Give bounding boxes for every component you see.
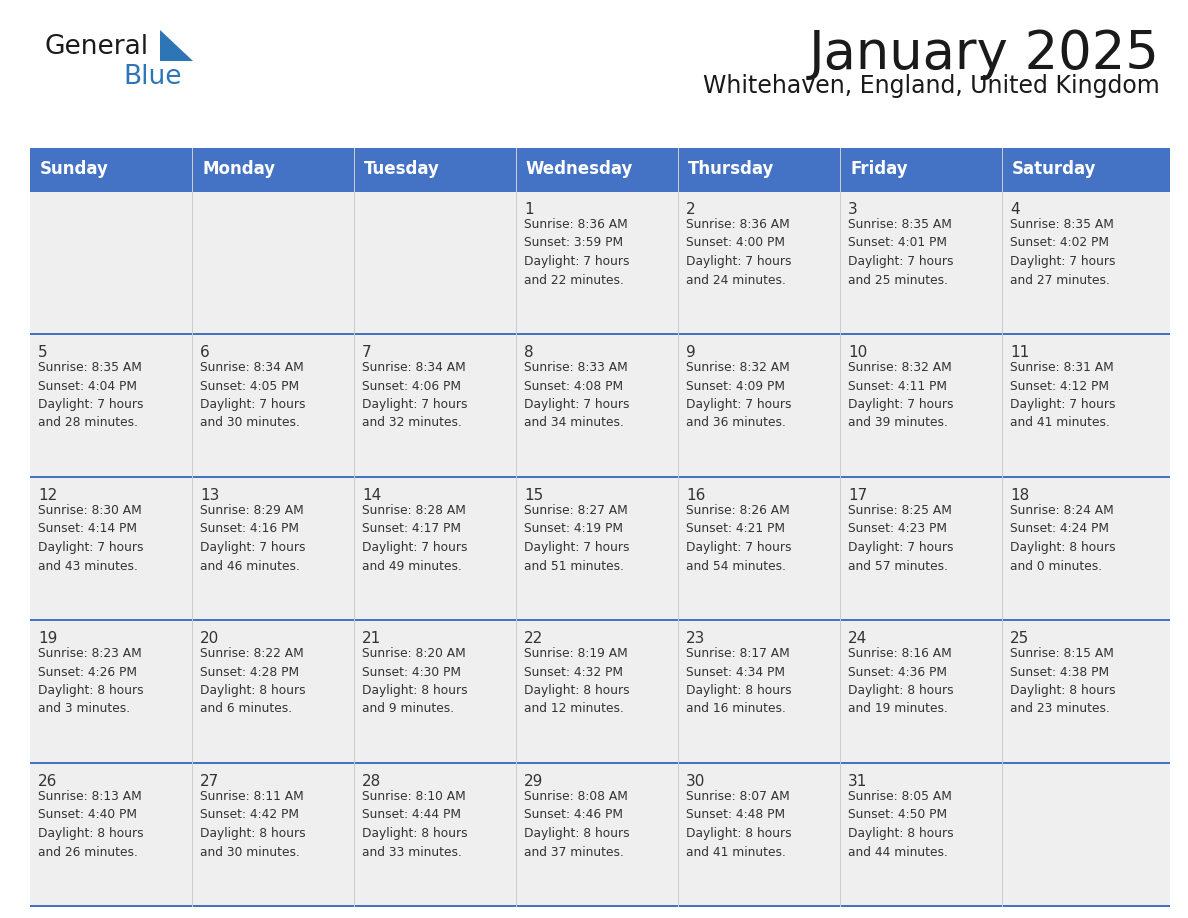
Text: 24: 24: [848, 631, 867, 646]
Text: 1: 1: [524, 202, 533, 217]
Text: 3: 3: [848, 202, 858, 217]
Text: Sunday: Sunday: [40, 160, 109, 178]
Text: Sunrise: 8:22 AM
Sunset: 4:28 PM
Daylight: 8 hours
and 6 minutes.: Sunrise: 8:22 AM Sunset: 4:28 PM Dayligh…: [200, 647, 305, 715]
Text: Sunrise: 8:05 AM
Sunset: 4:50 PM
Daylight: 8 hours
and 44 minutes.: Sunrise: 8:05 AM Sunset: 4:50 PM Dayligh…: [848, 790, 954, 858]
Text: 2: 2: [685, 202, 696, 217]
Text: 21: 21: [362, 631, 381, 646]
Text: 12: 12: [38, 488, 57, 503]
Text: Whitehaven, England, United Kingdom: Whitehaven, England, United Kingdom: [703, 74, 1159, 98]
Text: 7: 7: [362, 345, 372, 360]
Text: Sunrise: 8:24 AM
Sunset: 4:24 PM
Daylight: 8 hours
and 0 minutes.: Sunrise: 8:24 AM Sunset: 4:24 PM Dayligh…: [1010, 504, 1116, 573]
Text: 20: 20: [200, 631, 220, 646]
Text: 22: 22: [524, 631, 543, 646]
Text: Sunrise: 8:32 AM
Sunset: 4:11 PM
Daylight: 7 hours
and 39 minutes.: Sunrise: 8:32 AM Sunset: 4:11 PM Dayligh…: [848, 361, 954, 430]
Text: Sunrise: 8:36 AM
Sunset: 4:00 PM
Daylight: 7 hours
and 24 minutes.: Sunrise: 8:36 AM Sunset: 4:00 PM Dayligh…: [685, 218, 791, 286]
Text: General: General: [45, 34, 150, 60]
Text: Sunrise: 8:19 AM
Sunset: 4:32 PM
Daylight: 8 hours
and 12 minutes.: Sunrise: 8:19 AM Sunset: 4:32 PM Dayligh…: [524, 647, 630, 715]
Text: Sunrise: 8:34 AM
Sunset: 4:06 PM
Daylight: 7 hours
and 32 minutes.: Sunrise: 8:34 AM Sunset: 4:06 PM Dayligh…: [362, 361, 468, 430]
Text: Sunrise: 8:33 AM
Sunset: 4:08 PM
Daylight: 7 hours
and 34 minutes.: Sunrise: 8:33 AM Sunset: 4:08 PM Dayligh…: [524, 361, 630, 430]
Text: Tuesday: Tuesday: [364, 160, 440, 178]
Text: 29: 29: [524, 774, 543, 789]
Text: Sunrise: 8:17 AM
Sunset: 4:34 PM
Daylight: 8 hours
and 16 minutes.: Sunrise: 8:17 AM Sunset: 4:34 PM Dayligh…: [685, 647, 791, 715]
Text: 6: 6: [200, 345, 210, 360]
Text: 9: 9: [685, 345, 696, 360]
Text: Sunrise: 8:13 AM
Sunset: 4:40 PM
Daylight: 8 hours
and 26 minutes.: Sunrise: 8:13 AM Sunset: 4:40 PM Dayligh…: [38, 790, 144, 858]
Text: Sunrise: 8:28 AM
Sunset: 4:17 PM
Daylight: 7 hours
and 49 minutes.: Sunrise: 8:28 AM Sunset: 4:17 PM Dayligh…: [362, 504, 468, 573]
Text: 30: 30: [685, 774, 706, 789]
Text: Sunrise: 8:08 AM
Sunset: 4:46 PM
Daylight: 8 hours
and 37 minutes.: Sunrise: 8:08 AM Sunset: 4:46 PM Dayligh…: [524, 790, 630, 858]
Text: Sunrise: 8:34 AM
Sunset: 4:05 PM
Daylight: 7 hours
and 30 minutes.: Sunrise: 8:34 AM Sunset: 4:05 PM Dayligh…: [200, 361, 305, 430]
Text: January 2025: January 2025: [809, 28, 1159, 80]
Text: 10: 10: [848, 345, 867, 360]
Text: Sunrise: 8:35 AM
Sunset: 4:04 PM
Daylight: 7 hours
and 28 minutes.: Sunrise: 8:35 AM Sunset: 4:04 PM Dayligh…: [38, 361, 144, 430]
Text: 28: 28: [362, 774, 381, 789]
Text: 8: 8: [524, 345, 533, 360]
Text: 18: 18: [1010, 488, 1029, 503]
Text: Saturday: Saturday: [1012, 160, 1097, 178]
Text: 5: 5: [38, 345, 48, 360]
Text: 16: 16: [685, 488, 706, 503]
Text: Monday: Monday: [202, 160, 276, 178]
Text: 25: 25: [1010, 631, 1029, 646]
Text: 11: 11: [1010, 345, 1029, 360]
Polygon shape: [160, 30, 192, 61]
Text: 26: 26: [38, 774, 57, 789]
Text: Sunrise: 8:35 AM
Sunset: 4:01 PM
Daylight: 7 hours
and 25 minutes.: Sunrise: 8:35 AM Sunset: 4:01 PM Dayligh…: [848, 218, 954, 286]
Text: Sunrise: 8:16 AM
Sunset: 4:36 PM
Daylight: 8 hours
and 19 minutes.: Sunrise: 8:16 AM Sunset: 4:36 PM Dayligh…: [848, 647, 954, 715]
Text: 19: 19: [38, 631, 57, 646]
Text: Sunrise: 8:20 AM
Sunset: 4:30 PM
Daylight: 8 hours
and 9 minutes.: Sunrise: 8:20 AM Sunset: 4:30 PM Dayligh…: [362, 647, 468, 715]
Text: Sunrise: 8:15 AM
Sunset: 4:38 PM
Daylight: 8 hours
and 23 minutes.: Sunrise: 8:15 AM Sunset: 4:38 PM Dayligh…: [1010, 647, 1116, 715]
Text: 13: 13: [200, 488, 220, 503]
Text: Sunrise: 8:07 AM
Sunset: 4:48 PM
Daylight: 8 hours
and 41 minutes.: Sunrise: 8:07 AM Sunset: 4:48 PM Dayligh…: [685, 790, 791, 858]
Text: 14: 14: [362, 488, 381, 503]
Text: Sunrise: 8:29 AM
Sunset: 4:16 PM
Daylight: 7 hours
and 46 minutes.: Sunrise: 8:29 AM Sunset: 4:16 PM Dayligh…: [200, 504, 305, 573]
Text: 17: 17: [848, 488, 867, 503]
Text: Sunrise: 8:30 AM
Sunset: 4:14 PM
Daylight: 7 hours
and 43 minutes.: Sunrise: 8:30 AM Sunset: 4:14 PM Dayligh…: [38, 504, 144, 573]
Text: 27: 27: [200, 774, 220, 789]
Text: Sunrise: 8:32 AM
Sunset: 4:09 PM
Daylight: 7 hours
and 36 minutes.: Sunrise: 8:32 AM Sunset: 4:09 PM Dayligh…: [685, 361, 791, 430]
Text: Sunrise: 8:25 AM
Sunset: 4:23 PM
Daylight: 7 hours
and 57 minutes.: Sunrise: 8:25 AM Sunset: 4:23 PM Dayligh…: [848, 504, 954, 573]
Text: Thursday: Thursday: [688, 160, 775, 178]
Text: 15: 15: [524, 488, 543, 503]
Text: Sunrise: 8:26 AM
Sunset: 4:21 PM
Daylight: 7 hours
and 54 minutes.: Sunrise: 8:26 AM Sunset: 4:21 PM Dayligh…: [685, 504, 791, 573]
Text: Sunrise: 8:27 AM
Sunset: 4:19 PM
Daylight: 7 hours
and 51 minutes.: Sunrise: 8:27 AM Sunset: 4:19 PM Dayligh…: [524, 504, 630, 573]
Text: Sunrise: 8:36 AM
Sunset: 3:59 PM
Daylight: 7 hours
and 22 minutes.: Sunrise: 8:36 AM Sunset: 3:59 PM Dayligh…: [524, 218, 630, 286]
Text: Blue: Blue: [124, 64, 182, 90]
Text: 4: 4: [1010, 202, 1019, 217]
Text: Friday: Friday: [849, 160, 908, 178]
Text: Sunrise: 8:35 AM
Sunset: 4:02 PM
Daylight: 7 hours
and 27 minutes.: Sunrise: 8:35 AM Sunset: 4:02 PM Dayligh…: [1010, 218, 1116, 286]
Text: Wednesday: Wednesday: [526, 160, 633, 178]
Text: Sunrise: 8:10 AM
Sunset: 4:44 PM
Daylight: 8 hours
and 33 minutes.: Sunrise: 8:10 AM Sunset: 4:44 PM Dayligh…: [362, 790, 468, 858]
Text: 23: 23: [685, 631, 706, 646]
Text: Sunrise: 8:31 AM
Sunset: 4:12 PM
Daylight: 7 hours
and 41 minutes.: Sunrise: 8:31 AM Sunset: 4:12 PM Dayligh…: [1010, 361, 1116, 430]
Text: 31: 31: [848, 774, 867, 789]
Text: Sunrise: 8:23 AM
Sunset: 4:26 PM
Daylight: 8 hours
and 3 minutes.: Sunrise: 8:23 AM Sunset: 4:26 PM Dayligh…: [38, 647, 144, 715]
Text: Sunrise: 8:11 AM
Sunset: 4:42 PM
Daylight: 8 hours
and 30 minutes.: Sunrise: 8:11 AM Sunset: 4:42 PM Dayligh…: [200, 790, 305, 858]
